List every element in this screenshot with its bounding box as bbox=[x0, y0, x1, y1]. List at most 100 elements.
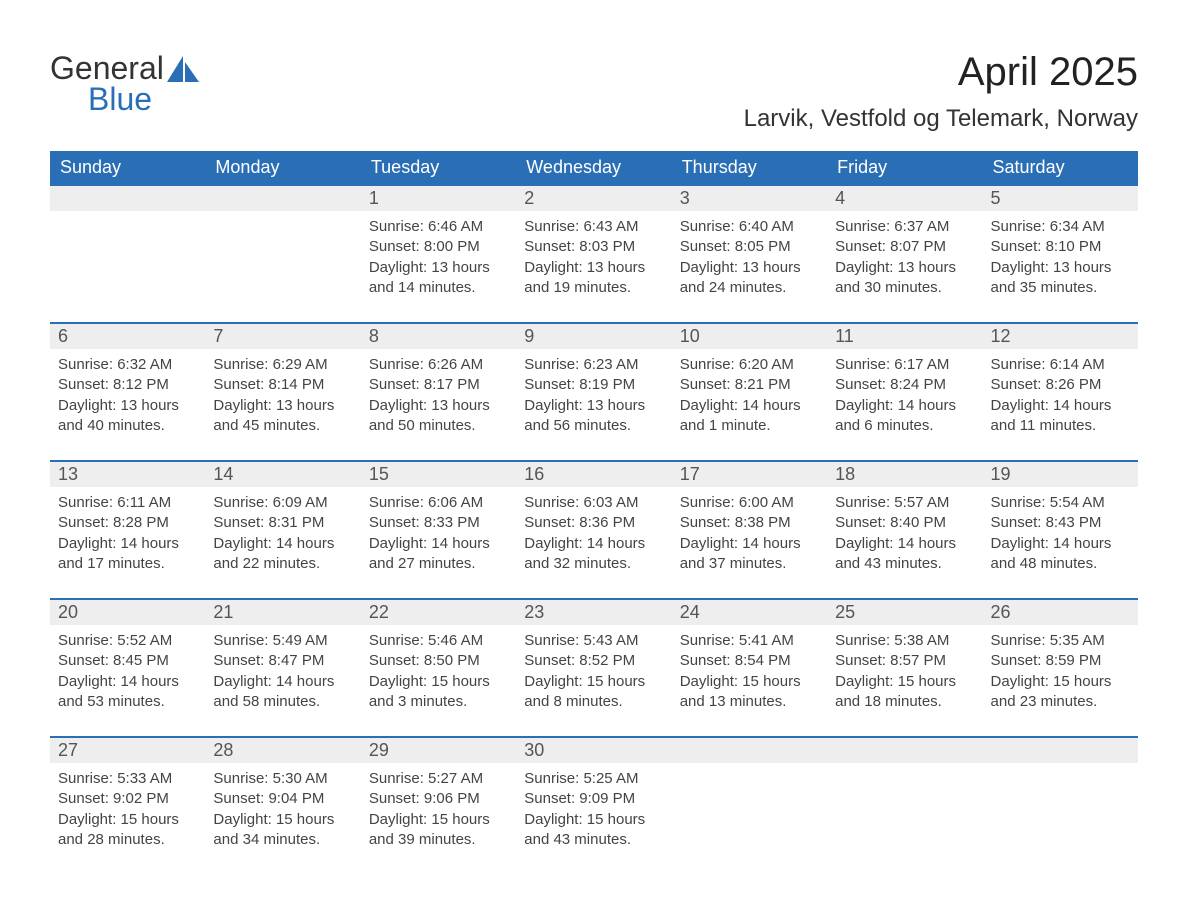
day-number-cell: 20 bbox=[50, 599, 205, 625]
day1-text: Daylight: 14 hours bbox=[991, 534, 1130, 554]
day1-text: Daylight: 14 hours bbox=[369, 534, 508, 554]
day1-text: Daylight: 15 hours bbox=[369, 672, 508, 692]
day1-text: Daylight: 15 hours bbox=[524, 810, 663, 830]
day-detail-cell: Sunrise: 6:09 AMSunset: 8:31 PMDaylight:… bbox=[205, 487, 360, 599]
day-detail-cell: Sunrise: 6:06 AMSunset: 8:33 PMDaylight:… bbox=[361, 487, 516, 599]
sunset-text: Sunset: 8:21 PM bbox=[680, 375, 819, 395]
weekday-header: Friday bbox=[827, 151, 982, 185]
sunrise-text: Sunrise: 6:14 AM bbox=[991, 355, 1130, 375]
day-detail-cell bbox=[50, 211, 205, 323]
sunrise-text: Sunrise: 5:43 AM bbox=[524, 631, 663, 651]
day1-text: Daylight: 13 hours bbox=[991, 258, 1130, 278]
sunrise-text: Sunrise: 6:43 AM bbox=[524, 217, 663, 237]
day1-text: Daylight: 15 hours bbox=[680, 672, 819, 692]
day-detail-cell: Sunrise: 5:57 AMSunset: 8:40 PMDaylight:… bbox=[827, 487, 982, 599]
day2-text: and 56 minutes. bbox=[524, 416, 663, 436]
day-detail-cell: Sunrise: 5:52 AMSunset: 8:45 PMDaylight:… bbox=[50, 625, 205, 737]
day-number-cell: 25 bbox=[827, 599, 982, 625]
day-number-cell bbox=[50, 185, 205, 211]
day-detail-cell: Sunrise: 5:43 AMSunset: 8:52 PMDaylight:… bbox=[516, 625, 671, 737]
logo: General Blue bbox=[50, 50, 200, 118]
day2-text: and 22 minutes. bbox=[213, 554, 352, 574]
weekday-header: Monday bbox=[205, 151, 360, 185]
sunset-text: Sunset: 8:28 PM bbox=[58, 513, 197, 533]
weekday-header: Thursday bbox=[672, 151, 827, 185]
day-number-cell: 10 bbox=[672, 323, 827, 349]
weekday-header: Sunday bbox=[50, 151, 205, 185]
day-number-cell: 17 bbox=[672, 461, 827, 487]
sunset-text: Sunset: 8:31 PM bbox=[213, 513, 352, 533]
weekday-header: Saturday bbox=[983, 151, 1138, 185]
day2-text: and 19 minutes. bbox=[524, 278, 663, 298]
day2-text: and 27 minutes. bbox=[369, 554, 508, 574]
sunrise-text: Sunrise: 5:33 AM bbox=[58, 769, 197, 789]
day1-text: Daylight: 14 hours bbox=[524, 534, 663, 554]
day-number-cell: 22 bbox=[361, 599, 516, 625]
day-detail-cell bbox=[827, 763, 982, 874]
day-detail-row: Sunrise: 5:52 AMSunset: 8:45 PMDaylight:… bbox=[50, 625, 1138, 737]
sunrise-text: Sunrise: 5:30 AM bbox=[213, 769, 352, 789]
day-number-cell: 29 bbox=[361, 737, 516, 763]
sunset-text: Sunset: 8:57 PM bbox=[835, 651, 974, 671]
day-number-cell: 6 bbox=[50, 323, 205, 349]
day1-text: Daylight: 15 hours bbox=[58, 810, 197, 830]
sunrise-text: Sunrise: 6:00 AM bbox=[680, 493, 819, 513]
day1-text: Daylight: 14 hours bbox=[835, 396, 974, 416]
sunrise-text: Sunrise: 5:25 AM bbox=[524, 769, 663, 789]
sunset-text: Sunset: 8:26 PM bbox=[991, 375, 1130, 395]
day1-text: Daylight: 14 hours bbox=[680, 396, 819, 416]
sunrise-text: Sunrise: 5:54 AM bbox=[991, 493, 1130, 513]
sunset-text: Sunset: 8:54 PM bbox=[680, 651, 819, 671]
sunset-text: Sunset: 8:36 PM bbox=[524, 513, 663, 533]
day-detail-cell: Sunrise: 6:23 AMSunset: 8:19 PMDaylight:… bbox=[516, 349, 671, 461]
sunset-text: Sunset: 9:06 PM bbox=[369, 789, 508, 809]
day-number-cell bbox=[205, 185, 360, 211]
day-detail-cell bbox=[983, 763, 1138, 874]
day2-text: and 43 minutes. bbox=[835, 554, 974, 574]
sunrise-text: Sunrise: 5:57 AM bbox=[835, 493, 974, 513]
day2-text: and 40 minutes. bbox=[58, 416, 197, 436]
day1-text: Daylight: 14 hours bbox=[835, 534, 974, 554]
day-detail-cell: Sunrise: 5:27 AMSunset: 9:06 PMDaylight:… bbox=[361, 763, 516, 874]
sunrise-text: Sunrise: 5:46 AM bbox=[369, 631, 508, 651]
day-number-cell: 23 bbox=[516, 599, 671, 625]
day1-text: Daylight: 13 hours bbox=[369, 258, 508, 278]
day-number-cell: 28 bbox=[205, 737, 360, 763]
day1-text: Daylight: 14 hours bbox=[213, 534, 352, 554]
sunrise-text: Sunrise: 6:03 AM bbox=[524, 493, 663, 513]
sunset-text: Sunset: 8:12 PM bbox=[58, 375, 197, 395]
day-number-cell: 4 bbox=[827, 185, 982, 211]
day2-text: and 8 minutes. bbox=[524, 692, 663, 712]
day2-text: and 45 minutes. bbox=[213, 416, 352, 436]
day1-text: Daylight: 13 hours bbox=[369, 396, 508, 416]
sunset-text: Sunset: 8:52 PM bbox=[524, 651, 663, 671]
day2-text: and 28 minutes. bbox=[58, 830, 197, 850]
day-number-row: 27282930 bbox=[50, 737, 1138, 763]
day-detail-cell bbox=[672, 763, 827, 874]
day1-text: Daylight: 15 hours bbox=[213, 810, 352, 830]
day2-text: and 50 minutes. bbox=[369, 416, 508, 436]
day-number-cell: 26 bbox=[983, 599, 1138, 625]
sunset-text: Sunset: 8:05 PM bbox=[680, 237, 819, 257]
day-detail-cell: Sunrise: 6:46 AMSunset: 8:00 PMDaylight:… bbox=[361, 211, 516, 323]
sail-icon bbox=[166, 55, 200, 83]
sunrise-text: Sunrise: 6:29 AM bbox=[213, 355, 352, 375]
day-detail-cell: Sunrise: 6:17 AMSunset: 8:24 PMDaylight:… bbox=[827, 349, 982, 461]
header-row: General Blue April 2025 Larvik, Vestfold… bbox=[50, 50, 1138, 133]
day-number-cell bbox=[672, 737, 827, 763]
day-detail-cell: Sunrise: 6:37 AMSunset: 8:07 PMDaylight:… bbox=[827, 211, 982, 323]
sunrise-text: Sunrise: 5:27 AM bbox=[369, 769, 508, 789]
day1-text: Daylight: 14 hours bbox=[58, 534, 197, 554]
sunset-text: Sunset: 8:24 PM bbox=[835, 375, 974, 395]
sunset-text: Sunset: 9:04 PM bbox=[213, 789, 352, 809]
day1-text: Daylight: 15 hours bbox=[524, 672, 663, 692]
day-detail-cell: Sunrise: 6:43 AMSunset: 8:03 PMDaylight:… bbox=[516, 211, 671, 323]
sunrise-text: Sunrise: 6:09 AM bbox=[213, 493, 352, 513]
day2-text: and 14 minutes. bbox=[369, 278, 508, 298]
day-number-row: 13141516171819 bbox=[50, 461, 1138, 487]
day2-text: and 3 minutes. bbox=[369, 692, 508, 712]
sunset-text: Sunset: 8:14 PM bbox=[213, 375, 352, 395]
day-detail-cell: Sunrise: 5:38 AMSunset: 8:57 PMDaylight:… bbox=[827, 625, 982, 737]
sunrise-text: Sunrise: 5:49 AM bbox=[213, 631, 352, 651]
day-detail-cell: Sunrise: 5:35 AMSunset: 8:59 PMDaylight:… bbox=[983, 625, 1138, 737]
